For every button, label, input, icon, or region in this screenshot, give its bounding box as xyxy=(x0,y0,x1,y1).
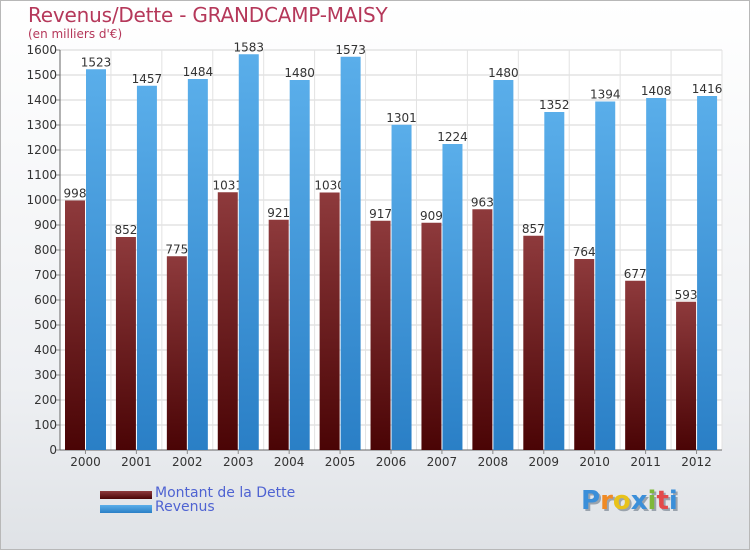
data-label-dette: 775 xyxy=(165,242,188,256)
y-tick-label: 1200 xyxy=(26,143,57,157)
bar-dette xyxy=(421,222,442,450)
logo-letter: P xyxy=(581,486,601,516)
bar-dette xyxy=(268,219,289,450)
logo-letter: t xyxy=(656,486,669,516)
logo-letter: i xyxy=(647,486,657,516)
data-label-dette: 852 xyxy=(114,223,137,237)
data-label-revenus: 1484 xyxy=(183,65,214,79)
y-tick-label: 0 xyxy=(49,443,57,457)
x-tick-label: 2010 xyxy=(579,455,610,469)
data-label-dette: 764 xyxy=(573,245,596,259)
x-tick-label: 2006 xyxy=(376,455,407,469)
data-label-revenus: 1457 xyxy=(132,72,163,86)
bar-revenus xyxy=(544,112,565,450)
bar-dette xyxy=(115,237,136,450)
bar-revenus xyxy=(646,98,667,450)
x-tick-label: 2008 xyxy=(478,455,509,469)
y-tick-label: 500 xyxy=(34,318,57,332)
data-label-revenus: 1408 xyxy=(641,84,672,98)
logo-letter: r xyxy=(600,486,613,516)
bar-dette xyxy=(166,256,187,450)
bar-revenus xyxy=(136,85,157,450)
chart-subtitle: (en milliers d'€) xyxy=(28,27,123,41)
y-tick-label: 200 xyxy=(34,393,57,407)
bar-dette xyxy=(65,200,85,450)
data-label-revenus: 1416 xyxy=(692,82,723,96)
data-label-revenus: 1523 xyxy=(81,55,112,69)
data-label-dette: 857 xyxy=(522,222,545,236)
legend-swatch-dette xyxy=(100,491,152,499)
bar-revenus xyxy=(340,56,361,450)
x-tick-label: 2007 xyxy=(427,455,458,469)
legend-swatch-revenus xyxy=(100,505,152,513)
data-label-dette: 921 xyxy=(267,206,290,220)
logo-letter: o xyxy=(612,486,631,516)
x-tick-label: 2004 xyxy=(274,455,305,469)
legend-label-revenus: Revenus xyxy=(155,499,215,515)
bar-dette xyxy=(217,192,238,450)
y-tick-label: 1000 xyxy=(26,193,57,207)
data-label-revenus: 1480 xyxy=(488,66,519,80)
data-label-revenus: 1394 xyxy=(590,88,621,102)
y-tick-label: 100 xyxy=(34,418,57,432)
bar-revenus xyxy=(187,79,208,450)
y-tick-label: 300 xyxy=(34,368,57,382)
data-label-dette: 1031 xyxy=(212,178,243,192)
logo-letter: x xyxy=(630,486,648,516)
y-tick-label: 800 xyxy=(34,243,57,257)
chart-title: Revenus/Dette - GRANDCAMP-MAISY xyxy=(28,3,388,27)
data-label-dette: 593 xyxy=(675,288,698,302)
data-label-dette: 917 xyxy=(369,207,392,221)
y-tick-label: 1600 xyxy=(26,43,57,57)
y-tick-label: 1300 xyxy=(26,118,57,132)
bar-revenus xyxy=(442,144,463,450)
y-tick-label: 400 xyxy=(34,343,57,357)
y-tick-label: 1100 xyxy=(26,168,57,182)
bar-revenus xyxy=(493,80,514,450)
x-tick-label: 2005 xyxy=(325,455,356,469)
legend-label-dette: Montant de la Dette xyxy=(155,485,296,501)
bar-revenus xyxy=(391,124,412,450)
data-label-dette: 1030 xyxy=(314,179,345,193)
bar-revenus xyxy=(595,101,616,450)
data-label-revenus: 1224 xyxy=(437,130,468,144)
x-tick-label: 2009 xyxy=(528,455,559,469)
data-label-revenus: 1573 xyxy=(335,43,366,57)
bar-dette xyxy=(319,192,340,450)
y-tick-label: 700 xyxy=(34,268,57,282)
bar-revenus xyxy=(238,54,259,450)
data-label-dette: 963 xyxy=(471,195,494,209)
data-label-revenus: 1301 xyxy=(386,111,417,125)
bar-revenus xyxy=(289,80,310,450)
bar-dette xyxy=(472,209,493,450)
x-tick-label: 2000 xyxy=(70,455,101,469)
bar-dette xyxy=(523,235,544,450)
bar-dette xyxy=(676,301,697,450)
bar-dette xyxy=(574,259,595,450)
x-tick-label: 2003 xyxy=(223,455,254,469)
data-label-dette: 998 xyxy=(64,187,87,201)
data-label-dette: 909 xyxy=(420,209,443,223)
y-tick-label: 900 xyxy=(34,218,57,232)
x-tick-label: 2012 xyxy=(681,455,712,469)
bar-dette xyxy=(625,280,646,450)
y-tick-label: 1500 xyxy=(26,68,57,82)
x-tick-label: 2011 xyxy=(630,455,661,469)
bar-dette xyxy=(370,220,391,450)
data-label-revenus: 1352 xyxy=(539,98,570,112)
x-tick-label: 2002 xyxy=(172,455,203,469)
y-tick-label: 600 xyxy=(34,293,57,307)
data-label-revenus: 1480 xyxy=(284,66,315,80)
data-label-dette: 677 xyxy=(624,267,647,281)
data-label-revenus: 1583 xyxy=(233,40,264,54)
logo-letter: i xyxy=(668,486,678,516)
x-tick-label: 2001 xyxy=(121,455,152,469)
proxiti-logo: Proxiti xyxy=(581,486,691,526)
y-tick-label: 1400 xyxy=(26,93,57,107)
bar-revenus xyxy=(697,96,718,450)
bar-revenus xyxy=(86,69,106,450)
